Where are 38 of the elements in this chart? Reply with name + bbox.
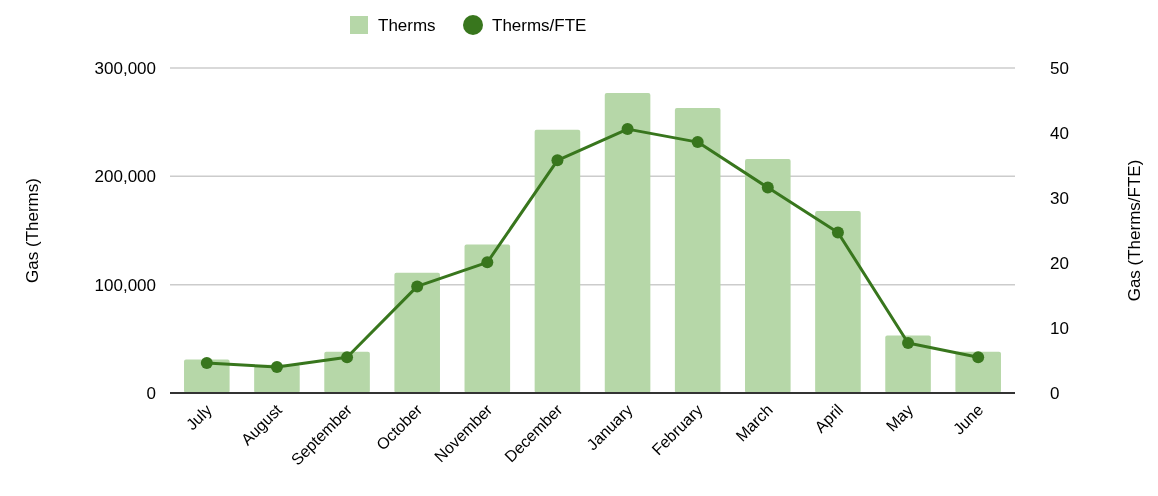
point xyxy=(200,357,213,370)
point xyxy=(621,123,634,136)
bar xyxy=(955,351,1001,393)
bar xyxy=(815,211,861,393)
point xyxy=(761,181,774,194)
x-tick-label: May xyxy=(882,401,917,435)
y-tick-label: 0 xyxy=(146,384,156,403)
point xyxy=(551,154,564,167)
y2-tick-label: 30 xyxy=(1050,189,1069,208)
y-tick-label: 100,000 xyxy=(94,275,156,295)
y-tick-label: 300,000 xyxy=(94,59,156,78)
legend-label: Therms/FTE xyxy=(492,16,587,35)
bar xyxy=(745,159,791,393)
y-tick-label: 200,000 xyxy=(94,167,156,187)
point xyxy=(341,351,354,364)
y2-axis-title: Gas (Therms/FTE) xyxy=(1125,159,1144,302)
point xyxy=(902,336,915,349)
bar xyxy=(885,335,931,393)
point xyxy=(972,351,985,364)
point xyxy=(481,256,494,269)
x-tick-label: July xyxy=(182,401,215,434)
bar xyxy=(464,244,511,393)
bar xyxy=(534,129,581,393)
legend-label: Therms xyxy=(378,16,436,35)
point xyxy=(411,280,424,293)
y2-tick-label: 20 xyxy=(1050,254,1069,273)
point xyxy=(691,136,704,149)
bar xyxy=(394,272,440,393)
y2-tick-label: 50 xyxy=(1050,59,1069,78)
point xyxy=(270,361,283,373)
bar xyxy=(604,92,651,393)
y2-tick-label: 0 xyxy=(1050,384,1060,403)
point xyxy=(831,226,844,239)
y2-tick-label: 40 xyxy=(1050,124,1069,143)
y2-tick-label: 10 xyxy=(1050,319,1069,338)
bar xyxy=(674,108,721,393)
bar xyxy=(324,351,370,393)
y-axis-title: Gas (Therms) xyxy=(23,178,42,283)
